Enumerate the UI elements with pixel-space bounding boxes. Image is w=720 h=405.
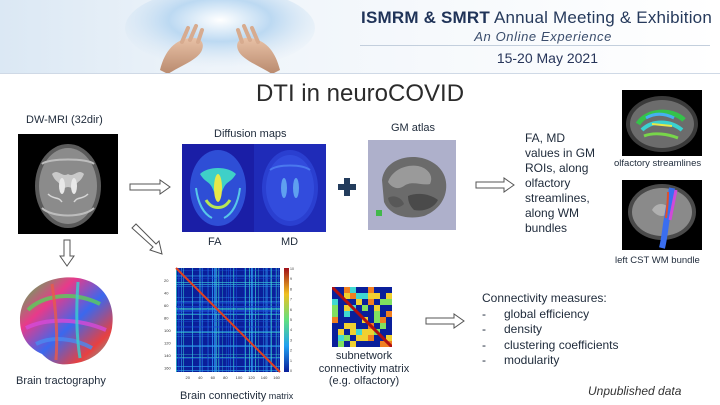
matrix-x-tick: 20 (186, 375, 191, 380)
diffusion-maps-label: Diffusion maps (214, 128, 287, 140)
arrow-diagonal-to-matrix (131, 223, 163, 255)
gm-atlas-image (368, 140, 456, 230)
conference-dates: 15-20 May 2021 (496, 50, 598, 66)
conference-subtitle: An Online Experience (474, 29, 612, 44)
measure-item: - global efficiency (482, 306, 590, 321)
tractography-image (12, 270, 120, 372)
colorbar-tick: 9 (290, 277, 292, 281)
colorbar-tick: 10 (290, 267, 294, 271)
cst-bundle-image (622, 180, 702, 250)
matrix-y-tick: 60 (164, 303, 169, 308)
unpublished-note: Unpublished data (588, 384, 682, 398)
hands-glow-artwork (125, 0, 315, 74)
matrix-x-tick: 140 (261, 375, 268, 380)
dwmri-image (18, 134, 118, 234)
colorbar-tick: 7 (290, 298, 292, 302)
connectivity-label: Brain connectivity matrix (180, 390, 294, 402)
values-line: bundles (525, 221, 568, 235)
matrix-x-tick: 40 (198, 375, 203, 380)
matrix-y-tick: 20 (164, 278, 169, 283)
arrow-right-to-diffusion (129, 179, 171, 195)
matrix-x-tick: 120 (248, 375, 255, 380)
olfactory-label: olfactory streamlines (614, 158, 702, 169)
measure-item: - clustering coefficients (482, 337, 619, 352)
gm-atlas-label: GM atlas (391, 122, 436, 134)
matrix-x-tick: 80 (223, 375, 228, 380)
matrix-y-tick: 120 (164, 341, 171, 346)
dwmri-label: DW-MRI (32dir) (26, 114, 103, 126)
subnetwork-label: subnetwork connectivity matrix (e.g. olf… (318, 350, 410, 387)
connectivity-measures: Connectivity measures: - global efficienc… (482, 291, 619, 369)
values-line: values in GM (525, 146, 596, 160)
plus-icon (338, 178, 356, 196)
slide-title: DTI in neuroCOVID (255, 80, 465, 107)
matrix-x-tick: 160 (273, 375, 280, 380)
arrow-right-to-measures (425, 313, 465, 329)
measure-item: - density (482, 322, 543, 336)
matrix-y-tick: 100 (164, 328, 171, 333)
colorbar-tick: 6 (290, 308, 292, 312)
matrix-y-tick: 160 (164, 366, 171, 371)
matrix-y-tick: 40 (164, 291, 169, 296)
colorbar-tick: 4 (290, 328, 292, 332)
banner-divider (360, 45, 710, 46)
values-line: FA, MD (525, 131, 566, 145)
colorbar-tick: 2 (290, 349, 292, 353)
diffusion-maps-image (182, 144, 326, 232)
values-line: olfactory (525, 176, 571, 190)
olfactory-streamlines-image (622, 90, 702, 156)
cst-label: left CST WM bundle (615, 255, 700, 266)
measure-item: - modularity (482, 353, 560, 367)
arrow-down-to-tractography (59, 239, 75, 267)
colorbar-tick: 5 (290, 318, 292, 322)
md-label: MD (281, 236, 299, 248)
values-line: ROIs, along (525, 161, 589, 175)
values-line: along WM (525, 206, 580, 220)
fa-label: FA (208, 236, 222, 248)
colorbar-tick: 0 (290, 369, 292, 373)
colorbar-tick: 3 (290, 338, 292, 342)
matrix-y-tick: 140 (164, 353, 171, 358)
matrix-x-tick: 60 (211, 375, 216, 380)
conference-title: ISMRM & SMRT Annual Meeting & Exhibition (361, 8, 712, 27)
subnetwork-matrix-chart (332, 287, 392, 347)
connectivity-matrix-figure: 20 40 60 80 100 120 140 160 20 40 60 80 100 120 140 16… (160, 266, 294, 386)
values-description: FA, MD values in GM ROIs, along olfactor… (525, 131, 595, 236)
subnetwork-matrix-image (332, 287, 392, 347)
banner-bottom-rule (0, 73, 720, 74)
colorbar-tick: 1 (290, 359, 292, 363)
measures-title: Connectivity measures: (482, 291, 607, 305)
matrix-y-tick: 80 (164, 316, 169, 321)
colorbar-tick: 8 (290, 287, 292, 291)
arrow-right-to-values (475, 177, 515, 193)
tractography-label: Brain tractography (16, 375, 106, 387)
values-line: streamlines, (525, 191, 590, 205)
conference-banner: ISMRM & SMRT Annual Meeting & Exhibition… (0, 0, 720, 74)
matrix-x-tick: 100 (236, 375, 243, 380)
